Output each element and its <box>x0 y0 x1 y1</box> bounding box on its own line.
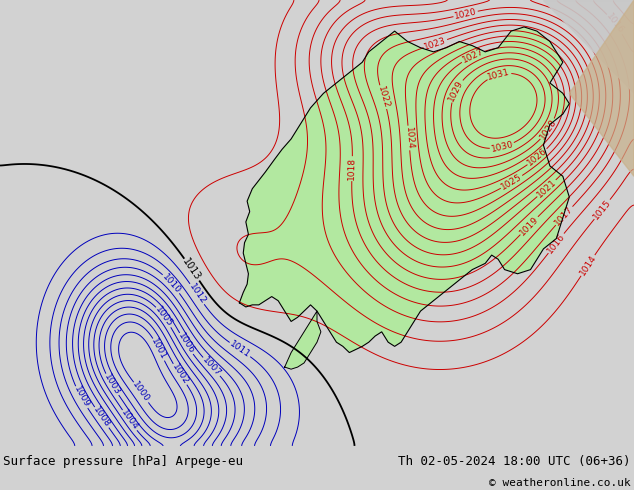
Polygon shape <box>569 0 634 176</box>
Text: Th 02-05-2024 18:00 UTC (06+36): Th 02-05-2024 18:00 UTC (06+36) <box>398 455 631 468</box>
Text: 1024: 1024 <box>404 126 414 149</box>
Text: © weatheronline.co.uk: © weatheronline.co.uk <box>489 478 631 489</box>
Text: 1019: 1019 <box>518 214 540 237</box>
Text: 1025: 1025 <box>500 172 524 192</box>
Text: 1017: 1017 <box>553 204 575 227</box>
Text: 1006: 1006 <box>176 332 196 356</box>
Text: 1005: 1005 <box>153 305 174 329</box>
Text: 1026: 1026 <box>526 147 549 168</box>
Text: 1030: 1030 <box>490 140 514 154</box>
Text: 1007: 1007 <box>200 355 223 378</box>
Text: 1029: 1029 <box>447 78 465 103</box>
Text: 1001: 1001 <box>150 337 168 362</box>
Text: 1014: 1014 <box>578 253 598 277</box>
Text: 1016: 1016 <box>545 231 567 255</box>
Text: 1010: 1010 <box>160 272 183 295</box>
Text: 1021: 1021 <box>535 177 558 199</box>
Text: 1012: 1012 <box>187 282 207 306</box>
Text: 1020: 1020 <box>453 7 477 21</box>
Text: 1011: 1011 <box>228 339 252 360</box>
Text: 1031: 1031 <box>487 68 511 82</box>
Text: 1003: 1003 <box>102 372 122 397</box>
Text: 1016: 1016 <box>604 12 626 36</box>
Text: 1018: 1018 <box>347 157 357 180</box>
Text: 1028: 1028 <box>538 118 559 141</box>
Text: Surface pressure [hPa] Arpege-eu: Surface pressure [hPa] Arpege-eu <box>3 455 243 468</box>
Polygon shape <box>543 0 634 93</box>
Text: 1013: 1013 <box>181 257 203 283</box>
Text: 1000: 1000 <box>131 380 152 404</box>
Text: 1027: 1027 <box>460 47 485 65</box>
Text: 1023: 1023 <box>423 36 448 51</box>
Text: 1009: 1009 <box>72 385 91 410</box>
Text: 1008: 1008 <box>91 405 112 429</box>
Text: 1002: 1002 <box>170 362 190 387</box>
Text: 1015: 1015 <box>592 197 613 221</box>
Text: 1022: 1022 <box>376 85 391 109</box>
Text: 1004: 1004 <box>119 408 140 432</box>
